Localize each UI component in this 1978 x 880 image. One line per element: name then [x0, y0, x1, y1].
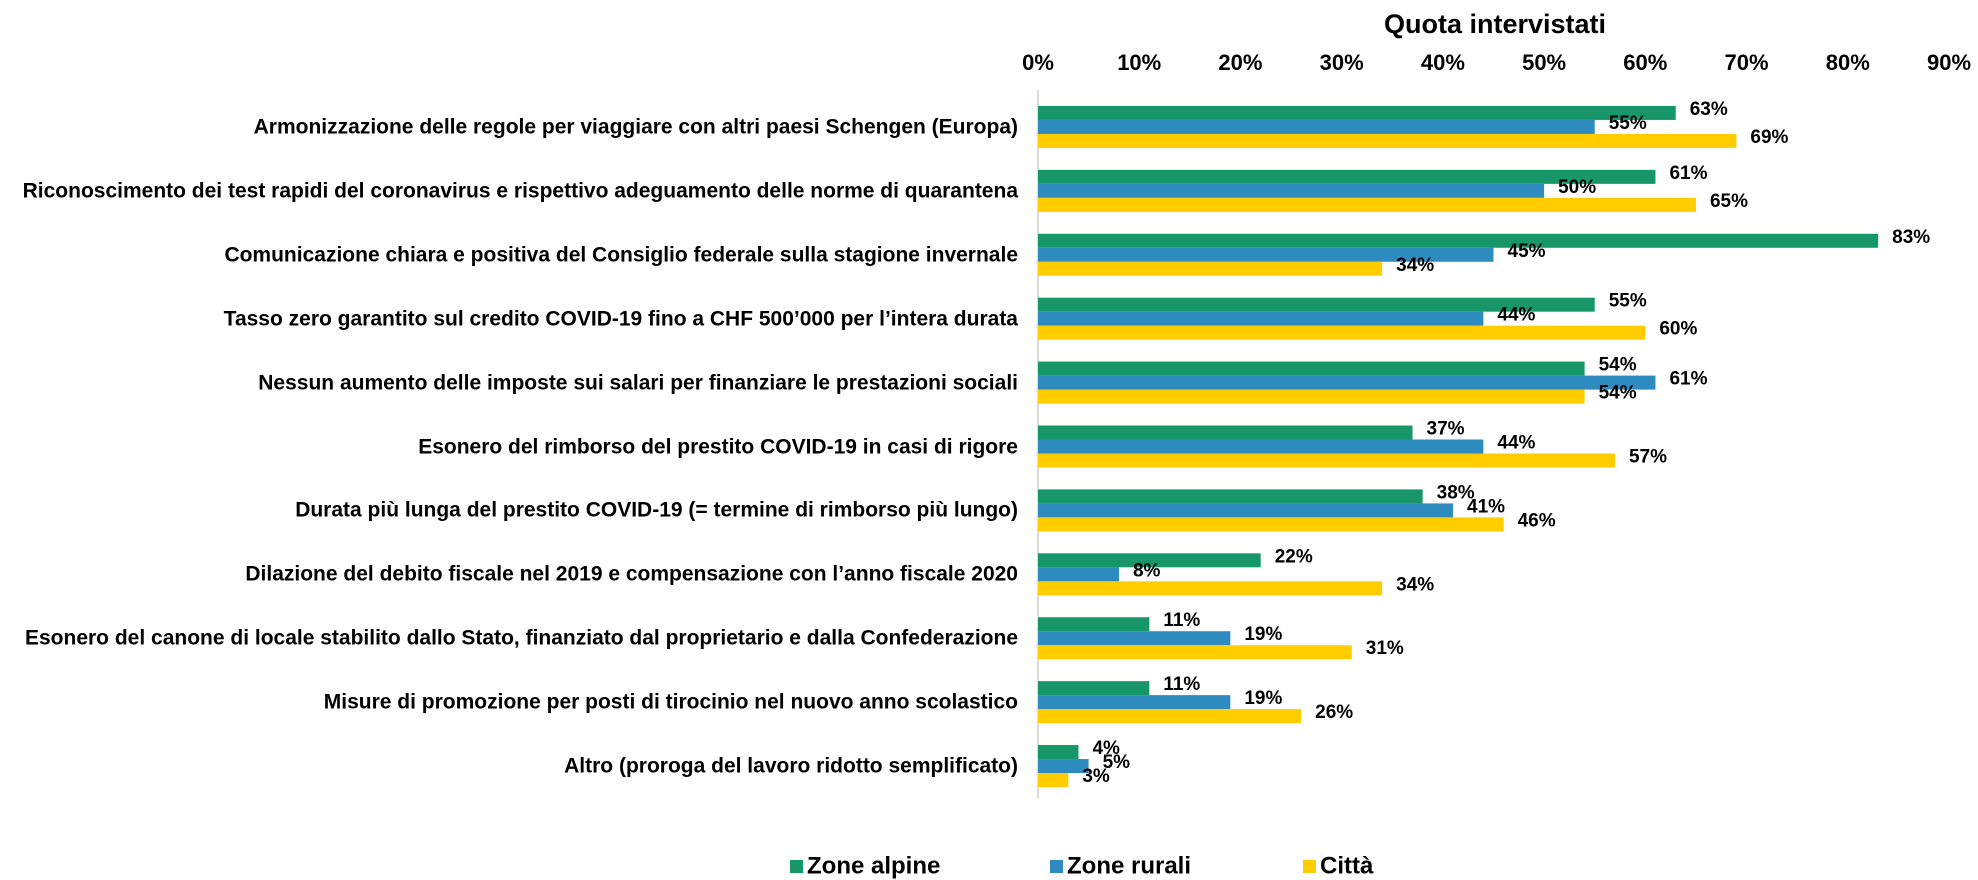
data-label: 22% — [1275, 546, 1313, 567]
legend-swatch — [1303, 860, 1316, 873]
data-label: 4% — [1092, 738, 1120, 759]
category-label: Riconoscimento dei test rapidi del coron… — [22, 179, 1018, 203]
data-label: 19% — [1244, 624, 1282, 645]
bar — [1038, 581, 1383, 596]
legend-swatch — [790, 860, 803, 873]
bar — [1038, 105, 1676, 120]
data-label: 11% — [1163, 610, 1200, 631]
data-label: 55% — [1609, 291, 1647, 312]
bar — [1038, 489, 1423, 504]
category-label: Esonero del rimborso del prestito COVID-… — [418, 435, 1018, 458]
data-label: 54% — [1599, 383, 1637, 404]
data-label: 83% — [1892, 227, 1930, 248]
data-label: 31% — [1366, 638, 1404, 659]
category-label: Comunicazione chiara e positiva del Cons… — [224, 243, 1018, 267]
data-label: 46% — [1518, 510, 1556, 531]
bar — [1038, 517, 1504, 532]
bar — [1038, 773, 1069, 788]
data-label: 45% — [1508, 241, 1546, 262]
data-label: 55% — [1609, 113, 1647, 134]
data-label: 69% — [1750, 127, 1788, 148]
bar — [1038, 311, 1484, 326]
x-tick-label: 0% — [1022, 50, 1054, 75]
data-label: 41% — [1467, 496, 1505, 517]
data-label: 54% — [1599, 355, 1637, 376]
data-label: 11% — [1163, 674, 1200, 695]
bar — [1038, 247, 1494, 262]
x-tick-label: 10% — [1117, 50, 1161, 75]
data-label: 57% — [1629, 447, 1667, 468]
bar — [1038, 425, 1413, 440]
category-label: Tasso zero garantito sul credito COVID-1… — [223, 307, 1018, 331]
category-label: Esonero del canone di locale stabilito d… — [24, 626, 1018, 650]
bar — [1038, 197, 1696, 212]
data-label: 44% — [1497, 433, 1535, 454]
bar — [1038, 453, 1615, 468]
data-label: 34% — [1396, 255, 1434, 276]
data-label: 61% — [1669, 369, 1707, 390]
category-label: Dilazione del debito fiscale nel 2019 e … — [245, 562, 1018, 586]
bar — [1038, 553, 1261, 568]
legend-label: Città — [1320, 852, 1374, 879]
legend-swatch — [1050, 860, 1063, 873]
bar — [1038, 183, 1545, 198]
bar — [1038, 695, 1231, 710]
bar — [1038, 645, 1352, 660]
x-tick-label: 70% — [1725, 50, 1769, 75]
bar — [1038, 133, 1737, 148]
x-tick-label: 20% — [1218, 50, 1262, 75]
data-label: 3% — [1082, 766, 1110, 787]
bar — [1038, 745, 1079, 760]
bar — [1038, 709, 1302, 724]
bar — [1038, 681, 1150, 696]
data-label: 5% — [1103, 752, 1131, 773]
bar — [1038, 439, 1484, 454]
bar — [1038, 389, 1585, 404]
bar — [1038, 361, 1585, 376]
bar — [1038, 297, 1595, 312]
category-label: Armonizzazione delle regole per viaggiar… — [253, 115, 1018, 139]
category-label: Altro (proroga del lavoro ridotto sempli… — [564, 754, 1018, 778]
bar — [1038, 631, 1231, 646]
x-tick-label: 90% — [1927, 50, 1971, 75]
legend-label: Zone rurali — [1067, 852, 1191, 879]
x-tick-label: 50% — [1522, 50, 1566, 75]
x-tick-label: 80% — [1826, 50, 1870, 75]
bar — [1038, 261, 1383, 276]
bar — [1038, 503, 1454, 518]
bar — [1038, 375, 1656, 390]
axis-title: Quota intervistati — [1384, 9, 1606, 39]
legend-label: Zone alpine — [807, 852, 940, 879]
category-label: Nessun aumento delle imposte sui salari … — [258, 371, 1018, 395]
data-label: 61% — [1669, 163, 1707, 184]
data-label: 38% — [1437, 482, 1475, 503]
data-label: 19% — [1244, 688, 1282, 709]
bar — [1038, 759, 1089, 774]
x-tick-label: 60% — [1623, 50, 1667, 75]
bar — [1038, 617, 1150, 632]
bar — [1038, 169, 1656, 184]
x-tick-label: 30% — [1320, 50, 1364, 75]
data-label: 26% — [1315, 702, 1353, 723]
data-label: 50% — [1558, 177, 1596, 198]
data-label: 60% — [1659, 319, 1697, 340]
data-label: 37% — [1427, 419, 1465, 440]
bar — [1038, 233, 1879, 248]
x-tick-label: 40% — [1421, 50, 1465, 75]
data-label: 34% — [1396, 574, 1434, 595]
bar — [1038, 325, 1646, 340]
bar — [1038, 567, 1119, 582]
data-label: 63% — [1690, 99, 1728, 120]
category-label: Misure di promozione per posti di tiroci… — [323, 690, 1018, 714]
bar — [1038, 119, 1595, 134]
data-label: 65% — [1710, 191, 1748, 212]
category-label: Durata più lunga del prestito COVID-19 (… — [295, 498, 1018, 522]
data-label: 44% — [1497, 305, 1535, 326]
data-label: 8% — [1133, 560, 1161, 581]
